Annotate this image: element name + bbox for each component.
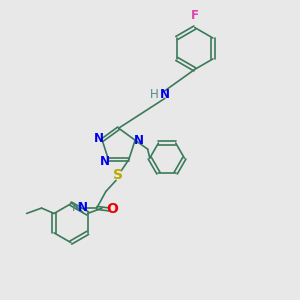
Text: S: S — [113, 168, 123, 182]
Text: F: F — [191, 9, 199, 22]
Text: N: N — [94, 132, 103, 145]
Text: H: H — [72, 201, 80, 214]
Text: O: O — [106, 202, 118, 216]
Text: N: N — [100, 154, 110, 167]
Text: H: H — [149, 88, 158, 101]
Text: N: N — [160, 88, 170, 101]
Text: N: N — [78, 201, 88, 214]
Text: N: N — [134, 134, 144, 147]
